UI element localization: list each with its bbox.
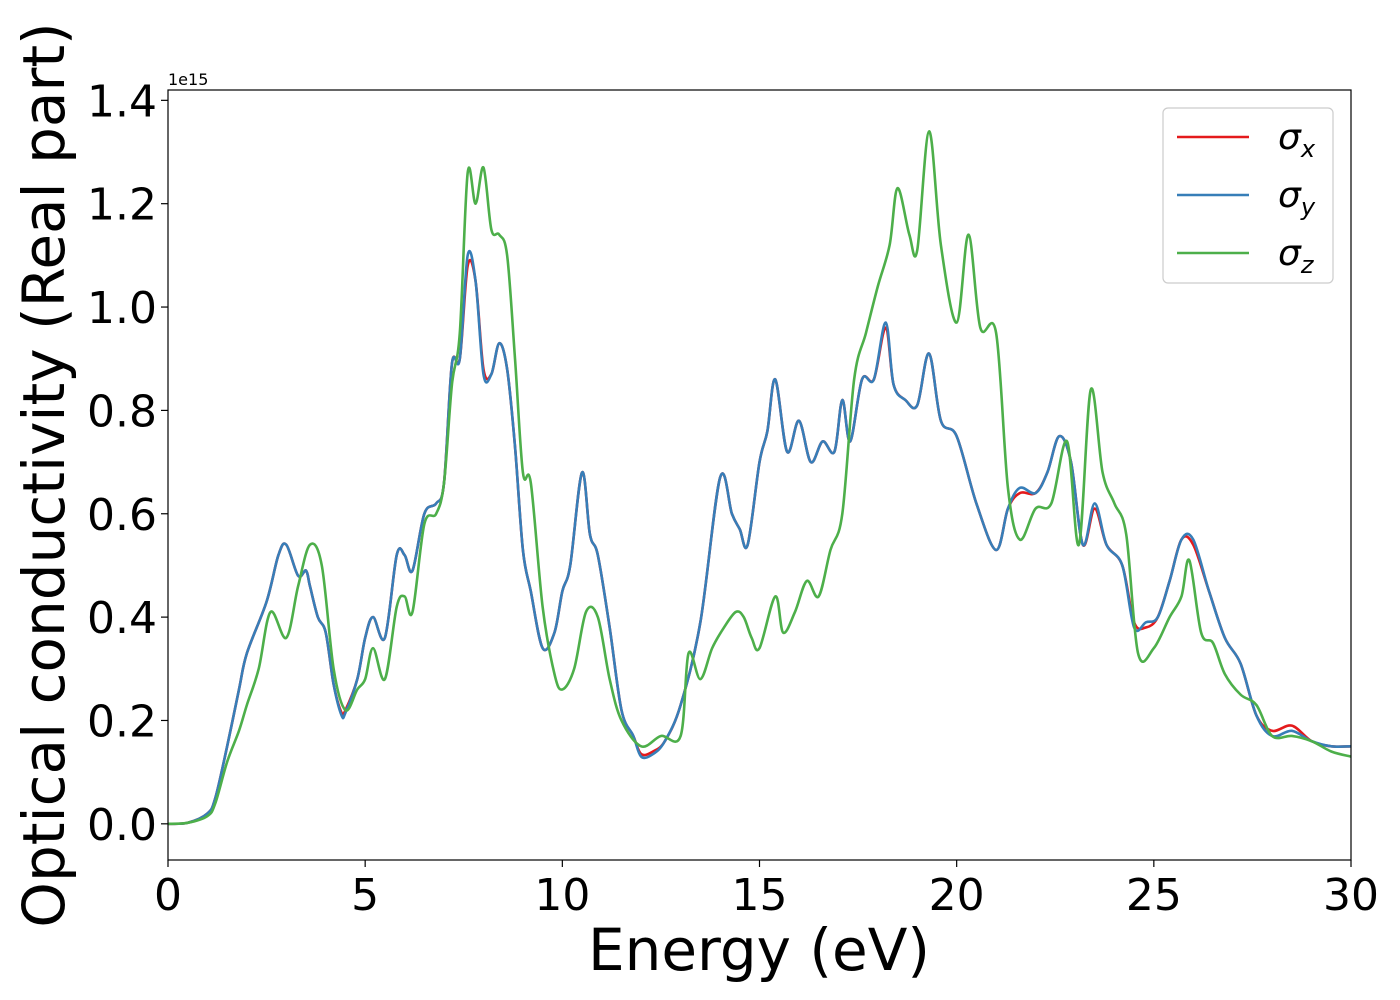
series-line-sigma-y — [167, 249, 1352, 826]
y-axis-title: Optical conductivity (Real part) — [10, 22, 78, 927]
series-layer — [167, 130, 1352, 826]
y-tick-label: 1.2 — [87, 180, 157, 231]
series-line-sigma-z — [167, 130, 1352, 826]
x-tick-label: 25 — [1126, 870, 1182, 921]
y-axis-ticks: 0.0 0.2 0.4 0.6 0.8 1.0 1.2 1.4 — [87, 76, 168, 851]
y-offset-text: 1e15 — [168, 70, 208, 89]
y-tick-label: 0.2 — [87, 696, 157, 747]
y-tick-label: 0.6 — [87, 490, 157, 541]
x-tick-label: 10 — [534, 870, 590, 921]
y-tick-label: 1.0 — [87, 283, 157, 334]
x-tick-label: 5 — [351, 870, 379, 921]
x-tick-label: 30 — [1323, 870, 1379, 921]
x-tick-label: 0 — [154, 870, 182, 921]
x-tick-label: 20 — [929, 870, 985, 921]
plot-background — [168, 90, 1351, 860]
y-tick-label: 0.0 — [87, 800, 157, 851]
x-tick-label: 15 — [732, 870, 788, 921]
x-axis-ticks: 0 5 10 15 20 25 30 — [154, 860, 1379, 921]
y-tick-label: 0.8 — [87, 386, 157, 437]
legend-label-sigma-y: σy — [1278, 175, 1316, 221]
y-tick-label: 1.4 — [87, 76, 157, 127]
y-tick-label: 0.4 — [87, 593, 157, 644]
x-axis-title: Energy (eV) — [588, 916, 930, 984]
